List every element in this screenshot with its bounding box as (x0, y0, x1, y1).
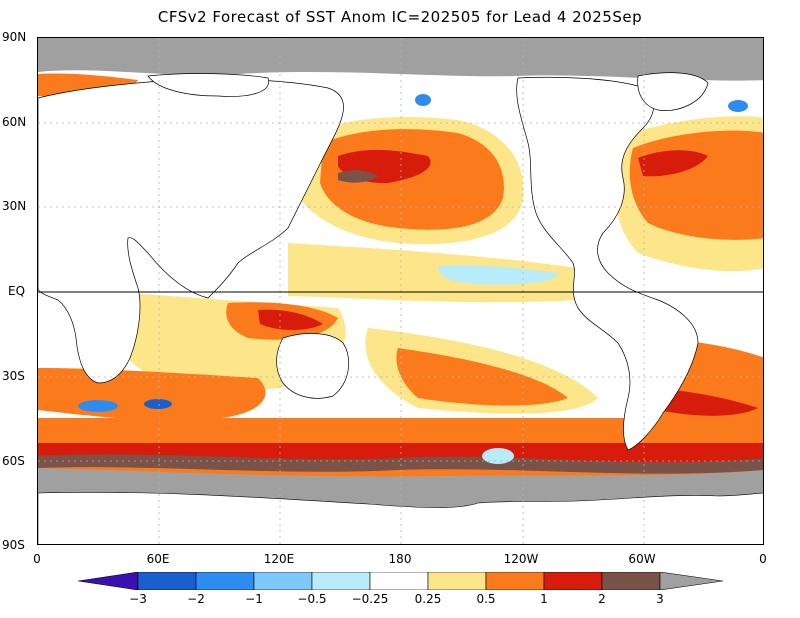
antarctica-land (38, 492, 763, 544)
sst-anomaly-map (37, 37, 764, 545)
lon-label-0-right: 0 (759, 552, 767, 566)
colorbar-low-arrow (78, 572, 139, 590)
lon-label-120w: 120W (503, 552, 539, 566)
europe-north-land (147, 73, 269, 97)
lon-label-60e: 60E (146, 552, 170, 566)
greenland-land (637, 72, 709, 111)
colorbar-bin-9 (601, 572, 661, 590)
lat-label-60n: 60N (2, 115, 27, 129)
south-indian-cool-1 (78, 400, 118, 412)
colorbar-bin-4 (311, 572, 371, 590)
colorbar-label-minus-2: −2 (187, 592, 205, 606)
lat-label-30s: 30S (2, 369, 25, 383)
colorbar-high-arrow (659, 572, 723, 590)
gulf-of-alaska-cool (415, 94, 431, 106)
colorbar-label-0-25: 0.25 (414, 592, 442, 606)
eurasia-africa-land (38, 78, 344, 384)
australia-land (276, 333, 349, 399)
colorbar-bin-7 (485, 572, 545, 590)
americas-land (516, 76, 699, 451)
south-indian-cool-2 (144, 399, 172, 409)
colorbar-bin-3 (253, 572, 313, 590)
lat-label-90n: 90N (2, 30, 27, 44)
colorbar-bin-2 (195, 572, 255, 590)
north-pacific-brown (338, 170, 378, 183)
colorbar (78, 572, 723, 590)
lat-label-60s: 60S (2, 454, 25, 468)
equatorial-pacific-cool (438, 265, 558, 285)
colorbar-label-minus-0-5: −0.5 (297, 592, 327, 606)
colorbar-bin-8 (543, 572, 603, 590)
colorbar-bin-5 (369, 572, 429, 590)
colorbar-label-2: 2 (598, 592, 606, 606)
southern-brown-band (38, 454, 763, 474)
lat-label-90s: 90S (2, 538, 25, 552)
colorbar-bin-1 (137, 572, 197, 590)
lon-label-60w: 60W (628, 552, 656, 566)
colorbar-label-minus-0-25: −0.25 (351, 592, 389, 606)
colorbar-label-1: 1 (540, 592, 548, 606)
north-atlantic-orange (629, 130, 763, 240)
hudson-cool (728, 100, 748, 112)
arctic-ice (38, 38, 763, 81)
lat-label-eq: EQ (8, 284, 26, 298)
colorbar-bin-6 (427, 572, 487, 590)
anomaly-fields (38, 38, 763, 544)
indonesia-red (258, 309, 323, 330)
lon-label-0-left: 0 (33, 552, 41, 566)
map-title: CFSv2 Forecast of SST Anom IC=202505 for… (157, 8, 643, 26)
continents (38, 72, 709, 451)
colorbar-label-0-5: 0.5 (476, 592, 496, 606)
colorbar-label-3: 3 (656, 592, 664, 606)
lat-label-30n: 30N (2, 199, 27, 213)
colorbar-label-minus-3: −3 (129, 592, 147, 606)
south-pacific-cool (482, 448, 514, 464)
colorbar-label-minus-1: −1 (245, 592, 263, 606)
lon-label-120e: 120E (263, 552, 295, 566)
lon-label-180: 180 (388, 552, 412, 566)
north-atlantic-red (638, 150, 708, 177)
